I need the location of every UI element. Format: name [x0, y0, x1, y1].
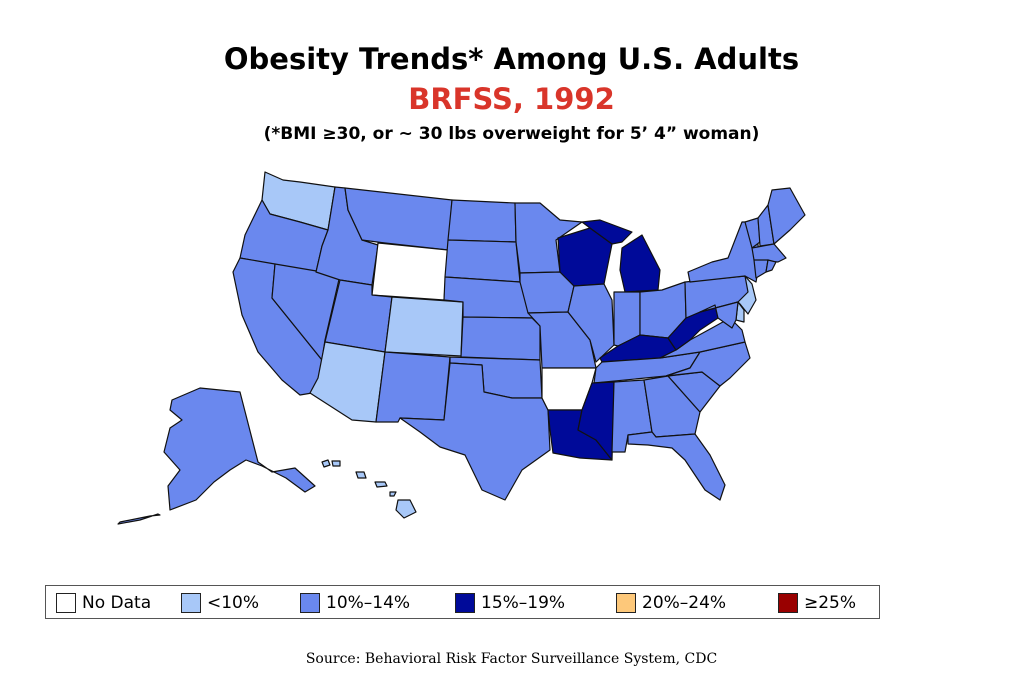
legend-swatch-c15_19 — [455, 593, 475, 613]
legend-label-ge25: ≥25% — [804, 593, 857, 613]
legend: No Data <10% 10%–14% 15%–19% 20%–24% ≥25% — [45, 585, 880, 619]
legend-item-c15_19: 15%–19% — [455, 592, 565, 614]
state-ks — [460, 316, 541, 361]
legend-label-no_data: No Data — [82, 593, 152, 613]
source-note: Source: Behavioral Risk Factor Surveilla… — [305, 651, 718, 667]
state-nc — [665, 341, 751, 387]
legend-label-lt10: <10% — [207, 593, 260, 613]
state-co — [384, 296, 464, 357]
legend-swatch-ge25 — [778, 593, 798, 613]
legend-item-ge25: ≥25% — [778, 592, 856, 614]
legend-swatch-lt10 — [181, 593, 201, 613]
state-nj — [737, 275, 757, 315]
state-nd — [447, 199, 517, 243]
state-va — [659, 317, 746, 359]
state-ak — [117, 387, 316, 525]
state-hi — [321, 459, 417, 519]
state-mn — [514, 202, 583, 274]
legend-label-c15_19: 15%–19% — [481, 593, 566, 613]
state-fl — [627, 431, 726, 501]
legend-swatch-c20_24 — [616, 593, 636, 613]
state-md — [699, 301, 739, 329]
state-me — [767, 187, 806, 245]
bmi-footnote: (*BMI ≥30, or ~ 30 lbs overweight for 5’… — [263, 124, 760, 144]
legend-item-c20_24: 20%–24% — [616, 592, 726, 614]
legend-label-c20_24: 20%–24% — [642, 593, 727, 613]
legend-label-c10_14: 10%–14% — [326, 593, 411, 613]
legend-swatch-no_data — [56, 593, 76, 613]
map-subtitle: BRFSS, 1992 — [408, 82, 615, 116]
state-ri — [765, 259, 777, 273]
map-title: Obesity Trends* Among U.S. Adults — [223, 42, 800, 76]
state-il — [567, 283, 615, 363]
legend-item-no_data: No Data — [56, 592, 151, 614]
legend-item-c10_14: 10%–14% — [300, 592, 410, 614]
state-nm — [375, 351, 451, 423]
state-wy — [371, 242, 449, 301]
legend-swatch-c10_14 — [300, 593, 320, 613]
state-tx — [399, 362, 551, 501]
legend-item-lt10: <10% — [181, 592, 259, 614]
state-sd — [444, 239, 521, 283]
state-ma — [751, 243, 787, 263]
